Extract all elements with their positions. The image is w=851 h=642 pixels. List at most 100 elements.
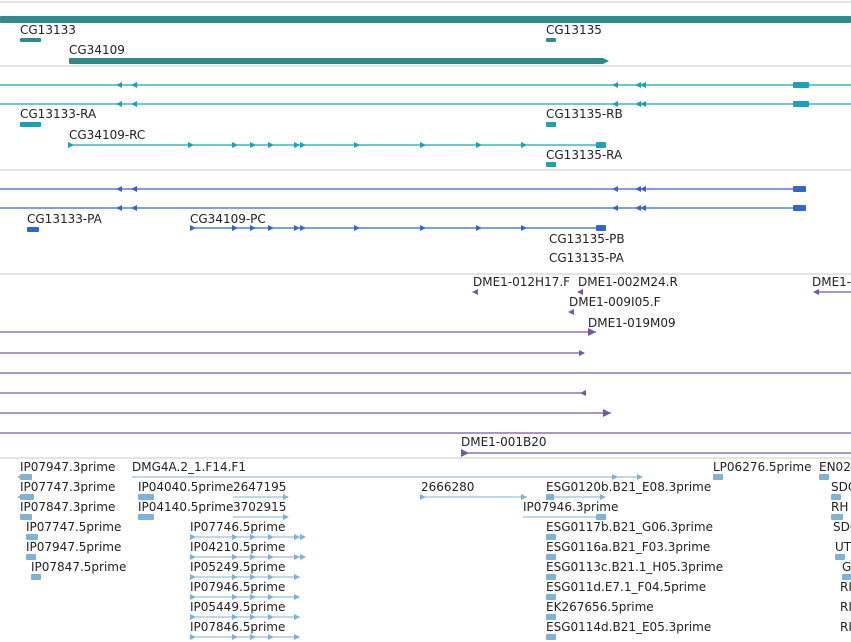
est-strand-arrow[interactable] bbox=[232, 534, 238, 540]
transcript-exon[interactable] bbox=[596, 142, 606, 148]
protein-strand-arrow[interactable] bbox=[116, 186, 122, 192]
transcript-strand-arrow[interactable] bbox=[640, 101, 646, 107]
est-block[interactable] bbox=[713, 474, 723, 480]
est-label[interactable]: IP07947.5prime bbox=[26, 540, 122, 554]
gene-feature[interactable] bbox=[20, 38, 41, 42]
clone-label[interactable]: DME1- bbox=[812, 275, 851, 289]
transcript-strand-arrow[interactable] bbox=[612, 101, 618, 107]
clone-end-marker[interactable] bbox=[568, 309, 574, 315]
clone-label[interactable]: DME1-012H17.F bbox=[473, 275, 571, 289]
est-block[interactable] bbox=[138, 494, 154, 500]
est-label[interactable]: ESG0120b.B21_E08.3prime bbox=[546, 480, 712, 494]
transcript-strand-arrow[interactable] bbox=[116, 82, 122, 88]
est-block[interactable] bbox=[546, 594, 556, 600]
transcript-strand-arrow[interactable] bbox=[131, 82, 137, 88]
est-block[interactable] bbox=[831, 514, 843, 520]
est-label[interactable]: DMG4A.2_1.F14.F1 bbox=[132, 460, 246, 474]
est-strand-arrow[interactable] bbox=[190, 634, 196, 640]
est-label[interactable]: RI bbox=[840, 620, 851, 634]
est-block[interactable] bbox=[831, 494, 841, 500]
gene-feature[interactable] bbox=[69, 58, 604, 64]
est-label[interactable]: IP07747.3prime bbox=[20, 480, 116, 494]
est-label[interactable]: 3702915 bbox=[233, 500, 287, 514]
est-label[interactable]: RI bbox=[840, 580, 851, 594]
transcript-strand-arrow[interactable] bbox=[640, 82, 646, 88]
transcript-strand-arrow[interactable] bbox=[521, 142, 527, 148]
est-label[interactable]: IP07947.3prime bbox=[20, 460, 116, 474]
est-strand-arrow[interactable] bbox=[190, 554, 196, 560]
est-strand-arrow[interactable] bbox=[250, 534, 256, 540]
est-block[interactable] bbox=[546, 494, 554, 500]
transcript-strand-arrow[interactable] bbox=[635, 82, 641, 88]
transcript-strand-arrow[interactable] bbox=[68, 142, 74, 148]
est-label[interactable]: RI bbox=[840, 600, 851, 614]
transcript-strand-arrow[interactable] bbox=[354, 142, 360, 148]
est-label[interactable]: EN02 bbox=[819, 460, 851, 474]
est-strand-arrow[interactable] bbox=[268, 634, 274, 640]
est-label[interactable]: IP05249.5prime bbox=[190, 560, 286, 574]
transcript-label[interactable]: CG13135-RB bbox=[546, 107, 623, 121]
gene-feature[interactable] bbox=[546, 38, 556, 42]
transcript-label[interactable]: CG13135-RA bbox=[546, 148, 623, 162]
transcript-label[interactable]: CG34109-RC bbox=[69, 128, 146, 142]
clone-label[interactable]: DME1-019M09 bbox=[588, 316, 676, 330]
clone-end-marker[interactable] bbox=[577, 289, 583, 295]
transcript-strand-arrow[interactable] bbox=[268, 142, 274, 148]
est-block[interactable] bbox=[31, 574, 41, 580]
est-strand-arrow[interactable] bbox=[250, 554, 256, 560]
est-strand-arrow[interactable] bbox=[268, 554, 274, 560]
clone-label[interactable]: DME1-009I05.F bbox=[569, 295, 661, 309]
est-strand-arrow[interactable] bbox=[294, 634, 300, 640]
est-strand-arrow[interactable] bbox=[283, 514, 289, 520]
est-strand-arrow[interactable] bbox=[250, 634, 256, 640]
protein-label[interactable]: CG13135-PB bbox=[549, 232, 625, 246]
est-label[interactable]: IP07747.5prime bbox=[26, 520, 122, 534]
est-strand-arrow[interactable] bbox=[268, 534, 274, 540]
est-strand-arrow[interactable] bbox=[232, 614, 238, 620]
clone-label[interactable]: DME1-002M24.R bbox=[578, 275, 678, 289]
est-label[interactable]: IP07847.5prime bbox=[31, 560, 127, 574]
clone-end-marker[interactable] bbox=[603, 409, 611, 417]
est-strand-arrow[interactable] bbox=[190, 534, 196, 540]
protein-strand-arrow[interactable] bbox=[268, 225, 274, 231]
est-strand-arrow[interactable] bbox=[190, 614, 196, 620]
protein-strand-arrow[interactable] bbox=[612, 186, 618, 192]
transcript-strand-arrow[interactable] bbox=[635, 101, 641, 107]
transcript-strand-arrow[interactable] bbox=[131, 101, 137, 107]
est-block[interactable] bbox=[26, 534, 38, 540]
est-block[interactable] bbox=[596, 514, 606, 520]
est-strand-arrow[interactable] bbox=[250, 594, 256, 600]
transcript-exon[interactable] bbox=[793, 101, 809, 107]
est-strand-arrow[interactable] bbox=[283, 494, 289, 500]
gene-label[interactable]: CG13133 bbox=[20, 23, 76, 37]
protein-strand-arrow[interactable] bbox=[131, 186, 137, 192]
est-strand-arrow[interactable] bbox=[268, 574, 274, 580]
est-block[interactable] bbox=[835, 554, 845, 560]
clone-end-marker[interactable] bbox=[472, 289, 478, 295]
est-strand-arrow[interactable] bbox=[294, 614, 300, 620]
est-strand-arrow[interactable] bbox=[294, 534, 300, 540]
transcript-strand-arrow[interactable] bbox=[116, 101, 122, 107]
clone-label[interactable]: DME1-001B20 bbox=[461, 435, 547, 449]
est-label[interactable]: G bbox=[842, 560, 851, 574]
est-strand-arrow[interactable] bbox=[294, 554, 300, 560]
gene-strand-arrow[interactable] bbox=[603, 58, 609, 64]
est-strand-arrow[interactable] bbox=[612, 474, 618, 480]
est-label[interactable]: EK267656.5prime bbox=[546, 600, 654, 614]
est-strand-arrow[interactable] bbox=[232, 554, 238, 560]
transcript-strand-arrow[interactable] bbox=[612, 82, 618, 88]
protein-strand-arrow[interactable] bbox=[612, 205, 618, 211]
transcript-strand-arrow[interactable] bbox=[250, 142, 256, 148]
est-block[interactable] bbox=[20, 474, 32, 480]
gene-feature[interactable] bbox=[0, 16, 851, 23]
protein-strand-arrow[interactable] bbox=[116, 205, 122, 211]
est-label[interactable]: ESG0117b.B21_G06.3prime bbox=[546, 520, 713, 534]
transcript-strand-arrow[interactable] bbox=[294, 142, 300, 148]
est-strand-arrow[interactable] bbox=[190, 574, 196, 580]
est-label[interactable]: 2666280 bbox=[421, 480, 475, 494]
protein-strand-arrow[interactable] bbox=[232, 225, 238, 231]
protein-strand-arrow[interactable] bbox=[476, 225, 482, 231]
est-block[interactable] bbox=[546, 534, 556, 540]
est-strand-arrow[interactable] bbox=[294, 574, 300, 580]
est-label[interactable]: IP07946.3prime bbox=[523, 500, 619, 514]
